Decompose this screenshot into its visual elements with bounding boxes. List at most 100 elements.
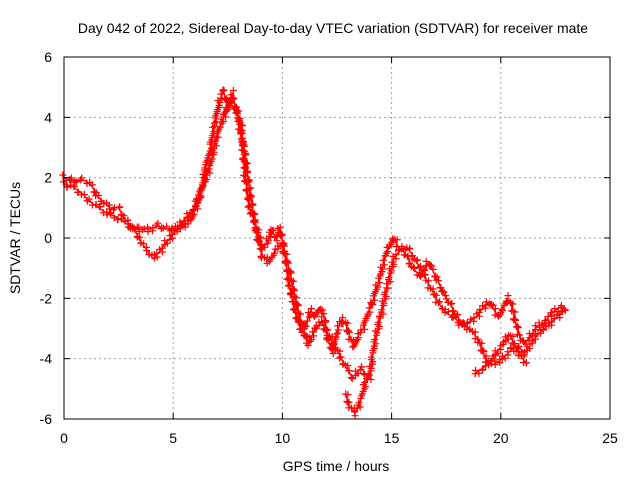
data-point <box>221 109 229 117</box>
data-point <box>376 272 384 280</box>
data-point <box>347 374 355 381</box>
data-point <box>444 308 452 316</box>
data-point <box>429 285 437 293</box>
data-point <box>509 300 517 308</box>
data-point <box>561 306 569 314</box>
data-point <box>328 333 336 341</box>
data-point <box>153 249 161 257</box>
data-point <box>239 142 247 150</box>
data-point <box>360 325 368 333</box>
data-point <box>110 214 118 222</box>
x-tick-label: 0 <box>60 430 68 446</box>
data-point <box>277 232 285 240</box>
data-point <box>421 271 429 279</box>
data-point <box>357 392 365 400</box>
data-point <box>289 277 297 285</box>
data-point <box>371 296 379 304</box>
data-point <box>387 267 395 275</box>
data-point <box>88 181 96 189</box>
data-point <box>270 251 278 259</box>
data-point <box>384 284 392 292</box>
data-point <box>429 265 437 273</box>
data-point <box>80 191 88 199</box>
x-tick-label: 25 <box>602 430 618 446</box>
data-point <box>70 182 78 190</box>
data-point <box>140 240 148 248</box>
data-point <box>334 329 342 337</box>
data-point <box>417 262 425 270</box>
data-point <box>295 309 303 317</box>
data-point <box>206 138 214 146</box>
x-axis-label: GPS time / hours <box>283 458 390 474</box>
data-point <box>154 219 162 227</box>
data-point <box>360 319 368 327</box>
data-point <box>206 169 214 177</box>
data-point <box>224 104 232 111</box>
data-point <box>296 319 304 327</box>
data-point <box>322 326 330 334</box>
data-point <box>210 148 218 156</box>
data-point <box>284 259 292 267</box>
data-point <box>337 353 345 361</box>
data-point <box>290 293 298 300</box>
data-point <box>290 287 298 295</box>
data-point <box>376 323 383 330</box>
data-point <box>356 403 364 411</box>
data-point <box>107 209 115 217</box>
data-point <box>280 242 288 250</box>
data-point <box>307 336 315 344</box>
data-point <box>273 237 281 245</box>
data-point <box>179 221 187 229</box>
data-point <box>499 340 507 348</box>
data-point <box>168 231 176 238</box>
data-point <box>73 178 80 186</box>
data-point <box>386 278 394 286</box>
data-point <box>345 327 352 335</box>
data-point <box>472 366 480 374</box>
y-tick-label: -4 <box>40 351 53 367</box>
data-point <box>245 177 253 185</box>
data-point <box>254 229 262 237</box>
data-point <box>216 123 224 131</box>
data-point <box>242 160 250 168</box>
data-point <box>334 322 341 330</box>
data-point <box>163 222 171 230</box>
data-point <box>288 277 296 285</box>
data-point <box>187 216 195 224</box>
data-point <box>228 98 236 106</box>
data-point <box>219 87 227 95</box>
data-point <box>514 324 522 332</box>
data-point <box>400 251 408 259</box>
data-point <box>229 87 237 94</box>
data-point <box>256 237 263 245</box>
data-point <box>309 328 317 336</box>
x-tick-label: 10 <box>275 430 291 446</box>
data-point <box>470 314 478 322</box>
data-point <box>491 361 499 368</box>
data-point <box>494 349 502 357</box>
data-point <box>219 117 227 125</box>
data-point <box>251 210 259 218</box>
data-point <box>382 293 390 300</box>
data-point <box>251 219 259 227</box>
data-point <box>211 137 219 145</box>
data-point <box>203 176 211 183</box>
data-point <box>369 301 377 309</box>
data-point <box>434 299 442 307</box>
data-point <box>247 184 255 192</box>
data-point <box>432 291 440 299</box>
axis-tick-labels: 0 5 10 15 20 25 -6 -4 -2 0 2 4 6 <box>40 49 618 446</box>
data-point <box>519 337 527 345</box>
series-late-return-track <box>471 331 530 378</box>
data-point <box>369 347 377 354</box>
data-point <box>294 302 302 310</box>
data-point <box>403 253 411 261</box>
data-point <box>202 171 210 179</box>
data-point <box>415 264 423 272</box>
data-point <box>509 332 517 340</box>
data-point <box>332 330 340 338</box>
data-point <box>190 205 198 213</box>
data-point <box>382 252 389 260</box>
data-point <box>173 226 181 233</box>
